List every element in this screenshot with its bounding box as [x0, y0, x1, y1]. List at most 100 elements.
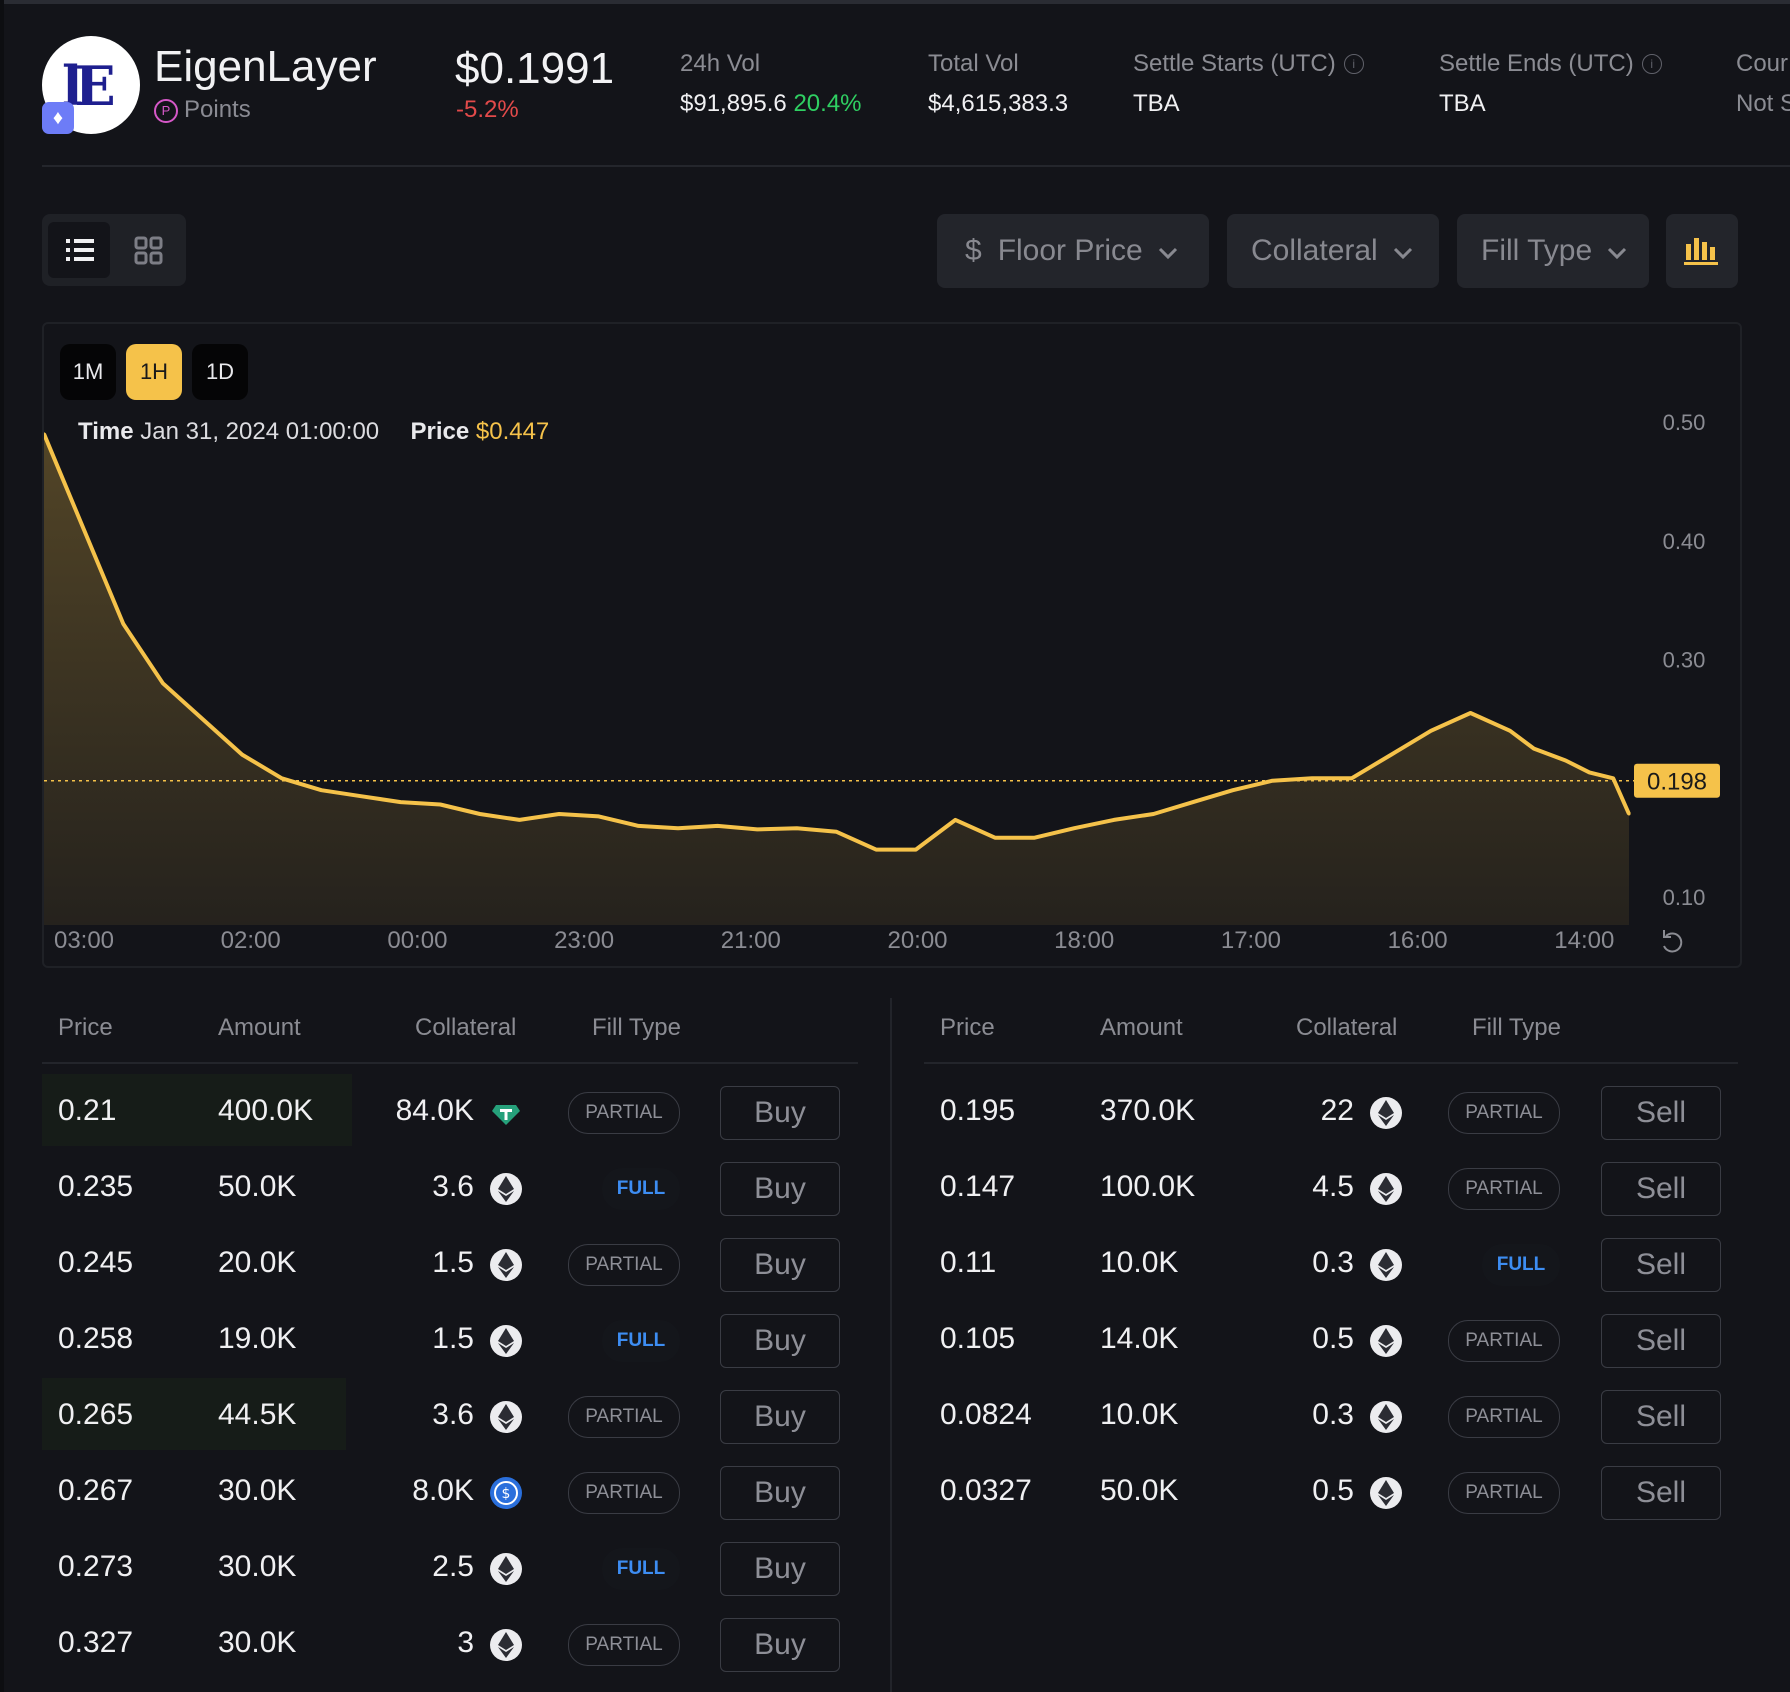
grid-view-button[interactable]	[118, 222, 180, 278]
price-point	[240, 753, 244, 757]
sell-header-amount: Amount	[1100, 1014, 1183, 1041]
eth-coin-icon	[490, 1325, 522, 1357]
buy-row-collateral: 84.0K	[395, 1094, 474, 1127]
price-point	[1072, 826, 1076, 830]
sell-row-amount: 100.0K	[1100, 1170, 1196, 1203]
x-tick-label: 03:00	[54, 927, 114, 954]
chart-tooltip: Time Jan 31, 2024 01:00:00 Price $0.447	[78, 418, 549, 446]
buy-button[interactable]: Buy	[720, 1314, 840, 1368]
buy-row-collateral: 3	[457, 1626, 474, 1659]
x-tick-label: 21:00	[721, 927, 781, 954]
fill-type-filter[interactable]: Fill Type	[1457, 214, 1649, 288]
price-point	[1508, 729, 1512, 733]
grid-icon	[134, 236, 163, 265]
sell-row-price: 0.195	[940, 1094, 1016, 1127]
price-point	[1587, 770, 1591, 774]
price-point	[438, 802, 442, 806]
list-view-button[interactable]	[48, 222, 110, 278]
sell-row-price: 0.0327	[940, 1474, 1032, 1507]
usdc-coin-icon: $	[490, 1477, 522, 1509]
price-point	[914, 848, 918, 852]
tooltip-time-value: Jan 31, 2024 01:00:00	[140, 418, 380, 445]
y-tick-label: 0.10	[1663, 885, 1706, 910]
x-tick-label: 02:00	[221, 927, 281, 954]
buy-row-price: 0.235	[58, 1170, 134, 1203]
header-divider	[42, 165, 1790, 167]
range-1d-button[interactable]: 1D	[192, 344, 248, 400]
buy-header-amount: Amount	[218, 1014, 301, 1041]
sell-header-collateral: Collateral	[1296, 1014, 1398, 1041]
price-point	[1310, 776, 1314, 780]
eth-coin-icon	[1370, 1477, 1402, 1509]
refresh-icon[interactable]	[1663, 930, 1683, 953]
price-chart[interactable]: 0.198 0.50 0.40 0.30 0.10 03:00 02:00 00:00 23:0…	[44, 324, 1740, 966]
floor-price-filter[interactable]: $ Floor Price	[937, 214, 1209, 288]
price-point	[1112, 818, 1116, 822]
sell-button[interactable]: Sell	[1601, 1086, 1721, 1140]
collateral-filter[interactable]: Collateral	[1227, 214, 1439, 288]
buy-button[interactable]: Buy	[720, 1542, 840, 1596]
eth-coin-icon	[1370, 1325, 1402, 1357]
range-1m-button[interactable]: 1M	[60, 344, 116, 400]
sell-button[interactable]: Sell	[1601, 1466, 1721, 1520]
buy-row-amount: 400.0K	[218, 1094, 314, 1127]
chart-toggle-button[interactable]	[1666, 214, 1738, 288]
buy-button[interactable]: Buy	[720, 1390, 840, 1444]
chevron-down-icon	[1606, 214, 1628, 288]
buy-row-price: 0.21	[58, 1094, 117, 1127]
price-point	[1350, 776, 1354, 780]
sell-row-amount: 10.0K	[1100, 1246, 1179, 1279]
top-border	[0, 0, 1790, 4]
fill-type-badge: FULL	[602, 1548, 680, 1590]
buy-button[interactable]: Buy	[720, 1238, 840, 1292]
buy-button[interactable]: Buy	[720, 1162, 840, 1216]
buy-header-collateral: Collateral	[415, 1014, 517, 1041]
price-point	[1611, 776, 1615, 780]
buy-row-collateral: 8.0K	[412, 1474, 474, 1507]
x-tick-label: 17:00	[1221, 927, 1281, 954]
sell-button[interactable]: Sell	[1601, 1314, 1721, 1368]
price-point	[953, 818, 957, 822]
info-icon[interactable]: i	[1641, 54, 1662, 74]
price-point	[1429, 729, 1433, 733]
price-point	[44, 432, 46, 436]
x-tick-label: 16:00	[1388, 927, 1448, 954]
x-tick-label: 00:00	[387, 927, 447, 954]
stat-24h-vol-change: 20.4%	[793, 90, 862, 117]
chevron-down-icon	[1392, 214, 1414, 288]
sell-row-price: 0.0824	[940, 1398, 1032, 1431]
sell-button[interactable]: Sell	[1601, 1390, 1721, 1444]
sell-button[interactable]: Sell	[1601, 1162, 1721, 1216]
fill-type-badge: FULL	[602, 1320, 680, 1362]
stat-total-vol-label: Total Vol	[928, 50, 1019, 77]
price-point	[1389, 753, 1393, 757]
sell-row-collateral: 0.3	[1312, 1246, 1354, 1279]
fill-type-badge: PARTIAL	[568, 1396, 680, 1438]
buy-row-price: 0.267	[58, 1474, 134, 1507]
fill-type-badge: FULL	[602, 1168, 680, 1210]
collateral-label: Collateral	[1251, 234, 1378, 267]
sell-button[interactable]: Sell	[1601, 1238, 1721, 1292]
buy-button[interactable]: Buy	[720, 1618, 840, 1672]
buy-button[interactable]: Buy	[720, 1466, 840, 1520]
info-icon[interactable]: i	[1343, 54, 1364, 74]
depth-bar	[42, 1378, 346, 1450]
buy-row-collateral: 1.5	[432, 1246, 474, 1279]
x-tick-label: 18:00	[1054, 927, 1114, 954]
stat-24h-vol-value: $91,895.6 20.4%	[680, 90, 862, 118]
price-point	[636, 824, 640, 828]
buy-row-collateral: 2.5	[432, 1550, 474, 1583]
buy-button[interactable]: Buy	[720, 1086, 840, 1140]
price-point	[1191, 800, 1195, 804]
fill-type-badge: FULL	[1482, 1244, 1560, 1286]
buy-row-price: 0.258	[58, 1322, 134, 1355]
price-point	[121, 622, 125, 626]
range-1h-button[interactable]: 1H	[126, 344, 182, 400]
stat-countdown-value: Not S	[1736, 90, 1790, 117]
view-toggle	[42, 214, 186, 286]
price-point	[359, 794, 363, 798]
left-border	[0, 0, 4, 1692]
settle-ends-text: Settle Ends (UTC)	[1439, 50, 1634, 77]
buy-header-divider	[42, 1062, 858, 1064]
category-label: Points	[184, 96, 251, 123]
